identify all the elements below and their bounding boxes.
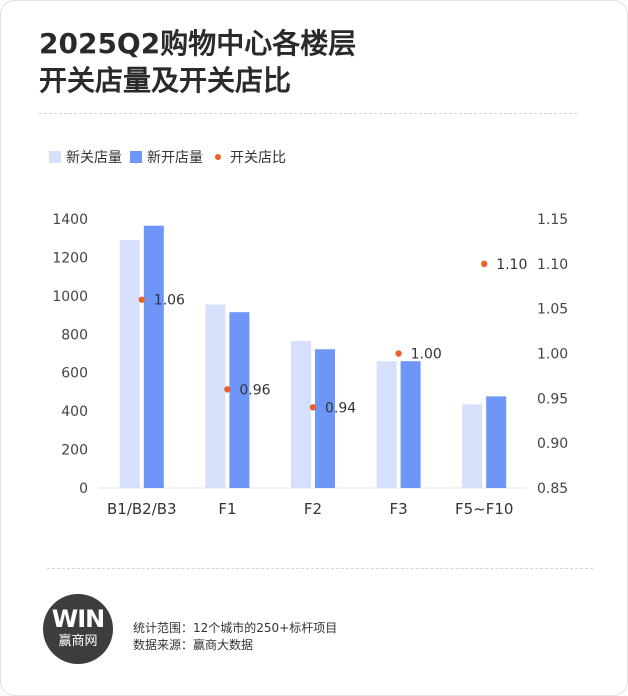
bar-opened (400, 361, 421, 488)
ratio-data-label: 0.94 (325, 400, 356, 416)
y2-tick-label: 0.95 (537, 391, 568, 407)
legend-item-closed: 新关店量 (49, 147, 122, 167)
legend-label-ratio: 开关店比 (230, 150, 286, 166)
bar-opened (315, 349, 335, 488)
x-tick-label: F3 (390, 500, 408, 518)
top-divider (39, 113, 577, 114)
footer-scope: 统计范围：12个城市的250+标杆项目 (133, 621, 338, 635)
logo-mark: WIN (51, 605, 106, 633)
bar-opened (229, 312, 250, 488)
legend-label-opened: 新开店量 (147, 150, 203, 166)
title-line-1: 2025Q2购物中心各楼层 (39, 27, 357, 60)
y-tick-label: 1000 (52, 289, 88, 305)
legend-dot-ratio (215, 154, 221, 160)
y-tick-label: 1200 (52, 250, 88, 266)
y-tick-label: 1400 (52, 212, 88, 228)
y-tick-label: 400 (61, 404, 88, 420)
ratio-point (138, 296, 145, 303)
x-tick-label: F1 (218, 500, 236, 518)
ratio-point (481, 260, 488, 268)
y2-tick-label: 1.05 (537, 302, 568, 318)
bar-closed (205, 304, 226, 488)
legend: 新关店量 新开店量 开关店比 (49, 147, 294, 167)
bar-opened (486, 396, 507, 488)
ratio-point (224, 386, 231, 393)
y2-tick-label: 1.10 (537, 257, 568, 273)
legend-label-closed: 新关店量 (66, 150, 122, 166)
bar-closed (376, 361, 397, 488)
y2-tick-label: 1.00 (537, 347, 568, 363)
y2-tick-label: 0.85 (537, 481, 568, 497)
title-line-2: 开关店量及开关店比 (39, 64, 292, 97)
chart-plot: 0 200 400 600 800 1000 1200 1400 0.85 0.90 0.95 1.0… (52, 212, 568, 518)
legend-swatch-closed (49, 151, 61, 163)
y2-tick-label: 1.15 (537, 212, 568, 228)
ratio-point (395, 350, 402, 357)
y-tick-label: 200 (61, 443, 88, 459)
bar-closed (291, 341, 311, 488)
chart-title: 2025Q2购物中心各楼层 开关店量及开关店比 (39, 25, 559, 99)
legend-swatch-opened (130, 151, 142, 163)
footer-source: 数据来源：赢商大数据 (133, 638, 254, 652)
y-tick-label: 800 (61, 327, 88, 343)
x-tick-label: F5~F10 (455, 500, 513, 518)
bar-closed (119, 240, 140, 488)
ratio-data-label: 1.10 (496, 257, 527, 273)
bottom-divider (47, 568, 593, 569)
legend-item-opened: 新开店量 (130, 147, 203, 167)
logo-name: 赢商网 (58, 634, 98, 649)
ratio-data-label: 1.06 (154, 293, 185, 309)
ratio-point (309, 404, 317, 411)
bar-opened (143, 225, 164, 488)
y-tick-label: 600 (61, 366, 88, 382)
bar-closed (462, 404, 483, 488)
y-tick-label: 0 (79, 481, 88, 497)
legend-item-ratio: 开关店比 (211, 147, 286, 167)
x-tick-label: F2 (304, 500, 322, 518)
x-tick-label: B1/B2/B3 (107, 500, 177, 518)
ratio-data-label: 0.96 (239, 382, 270, 398)
footer-notes: 统计范围：12个城市的250+标杆项目 数据来源：赢商大数据 (133, 620, 337, 654)
y2-tick-label: 0.90 (537, 436, 568, 452)
brand-logo: WIN 赢商网 (43, 594, 113, 664)
ratio-data-label: 1.00 (411, 347, 442, 363)
